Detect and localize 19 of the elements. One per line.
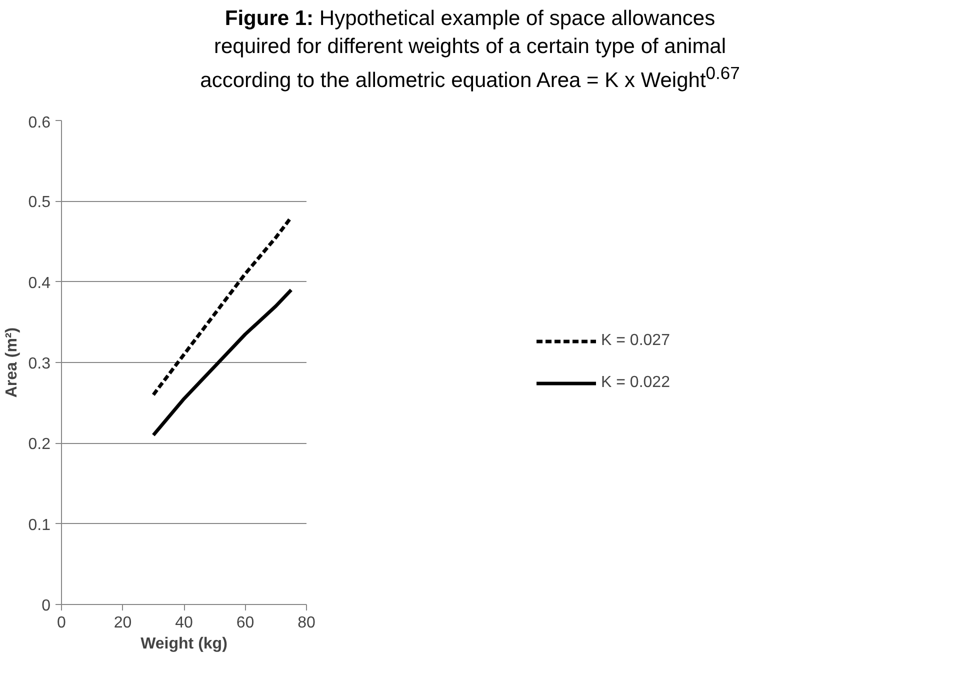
x-axis-title: Weight (kg) xyxy=(140,636,228,652)
text: Figure 1: Hypothetical example of space allowances required for different weights of a certain type of animal according to the allometric equation Area = K x Weight$^{0.67}$ xyxy=(200,6,740,94)
x-tick-label: 60 xyxy=(236,614,254,632)
y-tick-label: 0.4 xyxy=(28,274,51,292)
line-series xyxy=(152,216,293,397)
y-tick-label: 0.1 xyxy=(28,516,51,534)
x-tick-label: 20 xyxy=(114,614,132,632)
line-series xyxy=(152,288,293,437)
legend-label: K = 0.022 xyxy=(601,374,670,392)
x-tick-label: 40 xyxy=(175,614,193,632)
x-tick-label: 80 xyxy=(298,614,316,632)
y-tick-label: 0.2 xyxy=(28,436,51,454)
x-tick-label: 0 xyxy=(57,614,66,632)
y-tick-label: 0.3 xyxy=(28,356,51,372)
y-tick-label: 0 xyxy=(42,598,51,614)
y-tick-label: 0.6 xyxy=(28,114,51,132)
y-axis-title: Area (m²) xyxy=(3,327,20,398)
legend-label: K = 0.027 xyxy=(601,332,670,350)
y-tick-label: 0.5 xyxy=(28,194,51,212)
